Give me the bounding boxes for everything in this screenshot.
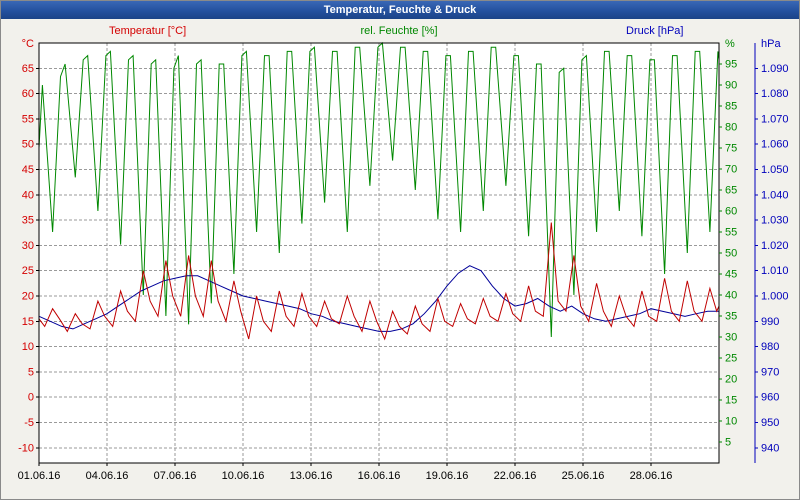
humidity-tick-label: 60 xyxy=(725,206,737,218)
pressure-tick-label: 1.080 xyxy=(761,88,789,100)
temperature-tick-label: 65 xyxy=(22,63,34,75)
temperature-series xyxy=(38,222,720,341)
pressure-tick-label: 1.020 xyxy=(761,240,789,252)
window-title: Temperatur, Feuchte & Druck xyxy=(323,4,477,16)
date-tick-label: 01.06.16 xyxy=(18,470,61,482)
pressure-tick-label: 1.060 xyxy=(761,139,789,151)
humidity-tick-label: 95 xyxy=(725,59,737,71)
pressure-tick-label: 960 xyxy=(761,392,779,404)
temperature-tick-label: 20 xyxy=(22,291,34,303)
date-tick-label: 19.06.16 xyxy=(426,470,469,482)
temperature-axis-title: Temperatur [°C] xyxy=(109,25,187,37)
temperature-tick-label: -10 xyxy=(18,442,34,454)
pressure-tick-label: 1.040 xyxy=(761,189,789,201)
humidity-series xyxy=(38,41,720,338)
humidity-tick-label: 35 xyxy=(725,311,737,323)
humidity-tick-label: 65 xyxy=(725,185,737,197)
pressure-tick-label: 980 xyxy=(761,341,779,353)
temperature-tick-label: 45 xyxy=(22,164,34,176)
pressure-tick-label: 1.000 xyxy=(761,291,789,303)
date-tick-label: 13.06.16 xyxy=(290,470,333,482)
humidity-tick-label: 85 xyxy=(725,101,737,113)
temperature-tick-label: 15 xyxy=(22,316,34,328)
humidity-axis-title: rel. Feuchte [%] xyxy=(360,25,438,37)
pressure-series xyxy=(38,265,719,332)
date-tick-label: 25.06.16 xyxy=(562,470,605,482)
pressure-tick-label: 990 xyxy=(761,316,779,328)
humidity-tick-label: 50 xyxy=(725,248,737,260)
date-tick-label: 07.06.16 xyxy=(154,470,197,482)
temperature-tick-label: -5 xyxy=(24,417,34,429)
temperature-tick-label: 50 xyxy=(22,139,34,151)
temperature-tick-label: 40 xyxy=(22,189,34,201)
chart-canvas: 65605550454035302520151050-5-10959085807… xyxy=(18,38,789,482)
window-title-bar: Temperatur, Feuchte & Druck xyxy=(1,1,799,19)
temperature-tick-label: 5 xyxy=(28,366,34,378)
pressure-axis-title: Druck [hPa] xyxy=(626,25,684,37)
chart-area: Temperatur [°C] rel. Feuchte [%] Druck [… xyxy=(1,19,799,499)
date-tick-label: 28.06.16 xyxy=(630,470,673,482)
pressure-tick-label: 1.010 xyxy=(761,265,789,277)
humidity-tick-label: 40 xyxy=(725,290,737,302)
humidity-tick-label: 15 xyxy=(725,395,737,407)
humidity-tick-label: 55 xyxy=(725,227,737,239)
humidity-tick-label: 10 xyxy=(725,416,737,428)
temperature-tick-label: 55 xyxy=(22,113,34,125)
pressure-tick-label: 1.070 xyxy=(761,113,789,125)
temperature-tick-label: 10 xyxy=(22,341,34,353)
date-tick-label: 16.06.16 xyxy=(358,470,401,482)
humidity-tick-label: 25 xyxy=(725,353,737,365)
temperature-unit-label: °C xyxy=(22,38,34,50)
humidity-tick-label: 5 xyxy=(725,437,731,449)
date-tick-label: 10.06.16 xyxy=(222,470,265,482)
humidity-tick-label: 45 xyxy=(725,269,737,281)
pressure-tick-label: 950 xyxy=(761,417,779,429)
pressure-tick-label: 970 xyxy=(761,366,779,378)
temperature-tick-label: 25 xyxy=(22,265,34,277)
temperature-tick-label: 0 xyxy=(28,392,34,404)
pressure-tick-label: 1.050 xyxy=(761,164,789,176)
temperature-tick-label: 30 xyxy=(22,240,34,252)
pressure-tick-label: 940 xyxy=(761,442,779,454)
pressure-tick-label: 1.030 xyxy=(761,215,789,227)
humidity-tick-label: 80 xyxy=(725,122,737,134)
pressure-unit-label: hPa xyxy=(761,38,781,50)
humidity-unit-label: % xyxy=(725,38,735,50)
humidity-tick-label: 70 xyxy=(725,164,737,176)
humidity-tick-label: 90 xyxy=(725,80,737,92)
humidity-tick-label: 20 xyxy=(725,374,737,386)
pressure-tick-label: 1.090 xyxy=(761,63,789,75)
humidity-tick-label: 30 xyxy=(725,332,737,344)
date-tick-label: 22.06.16 xyxy=(494,470,537,482)
humidity-tick-label: 75 xyxy=(725,143,737,155)
temperature-tick-label: 60 xyxy=(22,88,34,100)
temperature-tick-label: 35 xyxy=(22,215,34,227)
date-tick-label: 04.06.16 xyxy=(86,470,129,482)
